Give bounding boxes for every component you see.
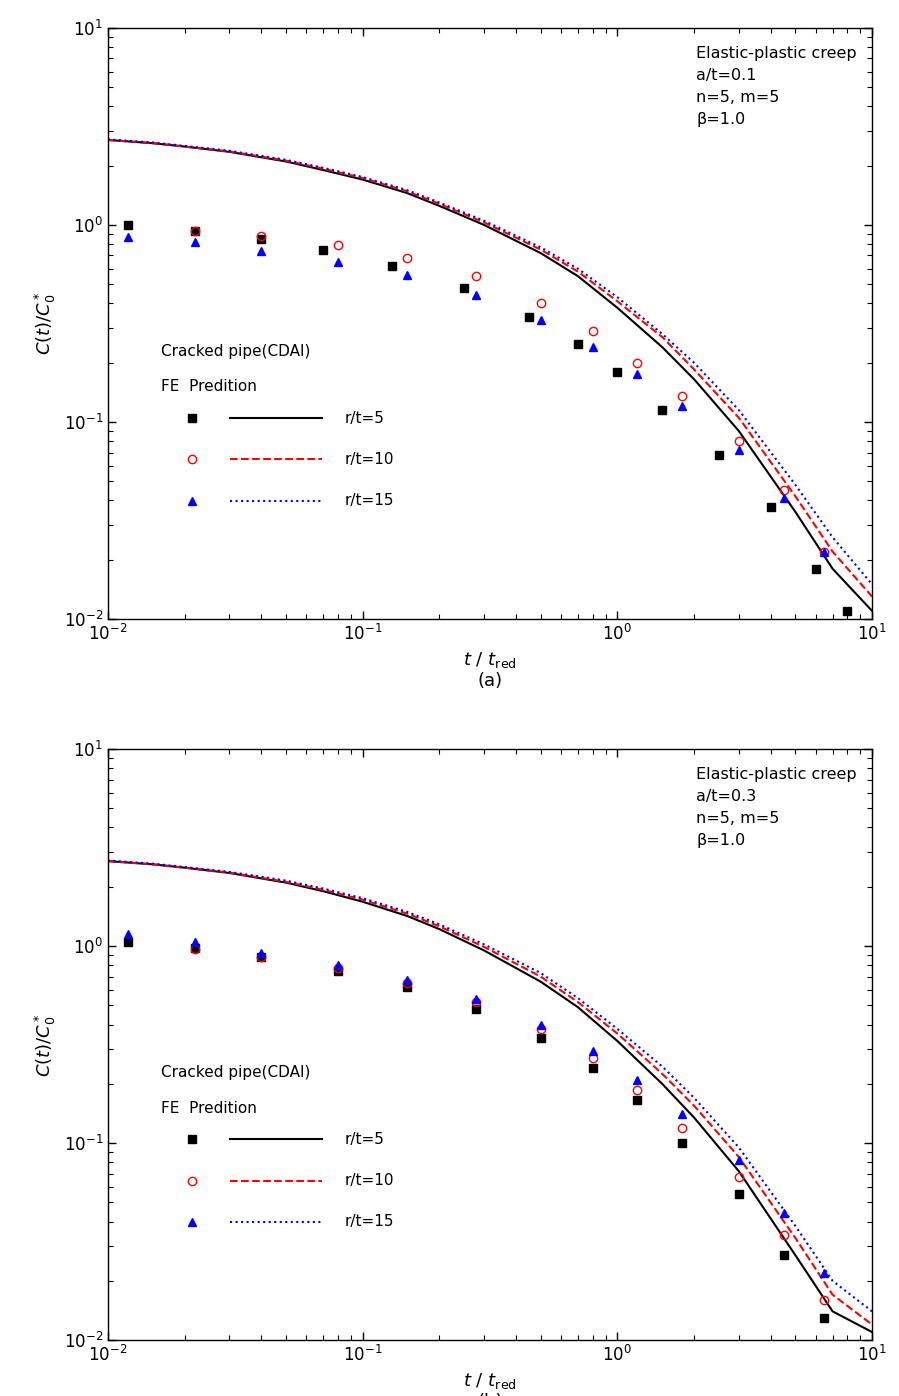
Text: r/t=10: r/t=10 (344, 1173, 395, 1188)
Text: r/t=15: r/t=15 (344, 1215, 395, 1230)
Text: FE  Predition: FE Predition (162, 1100, 257, 1115)
Text: Elastic-plastic creep
a/t=0.1
n=5, m=5
β=1.0: Elastic-plastic creep a/t=0.1 n=5, m=5 β… (696, 46, 857, 127)
Y-axis label: $C(t)/C_0^*$: $C(t)/C_0^*$ (33, 1012, 58, 1076)
Text: (b): (b) (477, 1393, 503, 1396)
Text: r/t=15: r/t=15 (344, 493, 395, 508)
Text: r/t=5: r/t=5 (344, 1132, 385, 1146)
Text: r/t=5: r/t=5 (344, 410, 385, 426)
Text: Cracked pipe(CDAI): Cracked pipe(CDAI) (162, 1065, 311, 1081)
Text: (a): (a) (477, 673, 503, 690)
Text: FE  Predition: FE Predition (162, 380, 257, 395)
Text: Elastic-plastic creep
a/t=0.3
n=5, m=5
β=1.0: Elastic-plastic creep a/t=0.3 n=5, m=5 β… (696, 766, 857, 849)
Text: Cracked pipe(CDAI): Cracked pipe(CDAI) (162, 343, 311, 359)
X-axis label: $t\ /\ t_{\rm red}$: $t\ /\ t_{\rm red}$ (463, 649, 517, 670)
Y-axis label: $C(t)/C_0^*$: $C(t)/C_0^*$ (33, 292, 58, 356)
Text: r/t=10: r/t=10 (344, 452, 395, 466)
X-axis label: $t\ /\ t_{\rm red}$: $t\ /\ t_{\rm red}$ (463, 1371, 517, 1390)
